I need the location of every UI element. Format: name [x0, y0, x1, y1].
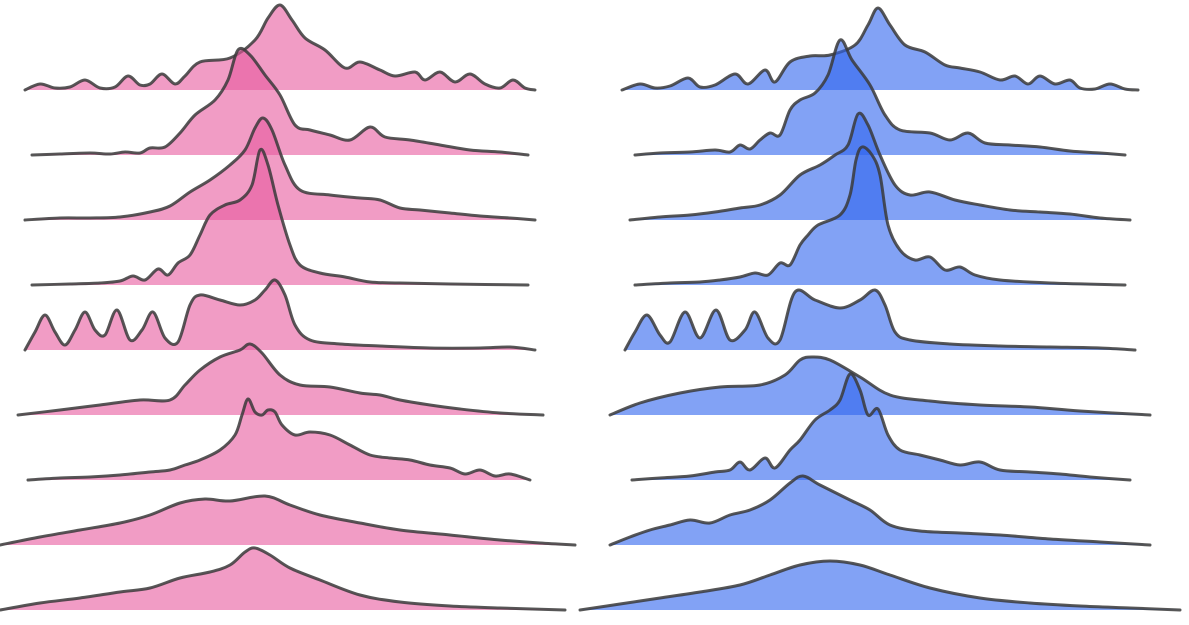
- ridge-line: [623, 288, 1137, 352]
- ridge-line: [26, 397, 532, 482]
- ridge-area: [610, 475, 1150, 545]
- ridge-line: [0, 546, 567, 612]
- ridge-area: [635, 39, 1125, 155]
- ridge-line: [608, 355, 1152, 417]
- ridge-line: [23, 116, 537, 222]
- ridge-line: [0, 494, 577, 547]
- ridge-line: [608, 474, 1152, 547]
- ridge-area: [32, 48, 528, 155]
- ridge-area: [622, 8, 1138, 90]
- ridge-area: [630, 113, 1130, 220]
- ridge-line: [30, 46, 530, 157]
- ridge-area: [0, 547, 565, 610]
- ridge-line: [23, 3, 537, 92]
- ridge-area: [610, 356, 1150, 415]
- ridge-area: [580, 561, 1180, 610]
- ridge-line: [30, 147, 530, 287]
- ridge-line: [633, 145, 1127, 287]
- ridge-area: [635, 146, 1125, 285]
- ridge-line: [628, 111, 1132, 222]
- ridge-line: [578, 559, 1182, 612]
- ridge-line: [620, 6, 1140, 92]
- ridge-area: [25, 4, 535, 91]
- ridge-line: [23, 278, 537, 352]
- ridge-area: [18, 343, 543, 415]
- ridge-line: [633, 38, 1127, 157]
- ridge-area: [25, 117, 535, 220]
- ridge-line: [16, 342, 545, 417]
- ridge-area: [0, 495, 575, 545]
- ridge-panel: [0, 3, 577, 612]
- ridge-panel: [578, 6, 1182, 612]
- ridge-area: [625, 289, 1135, 350]
- ridge-area: [25, 279, 535, 350]
- ridge-line: [630, 372, 1132, 482]
- ridge-area: [632, 373, 1130, 480]
